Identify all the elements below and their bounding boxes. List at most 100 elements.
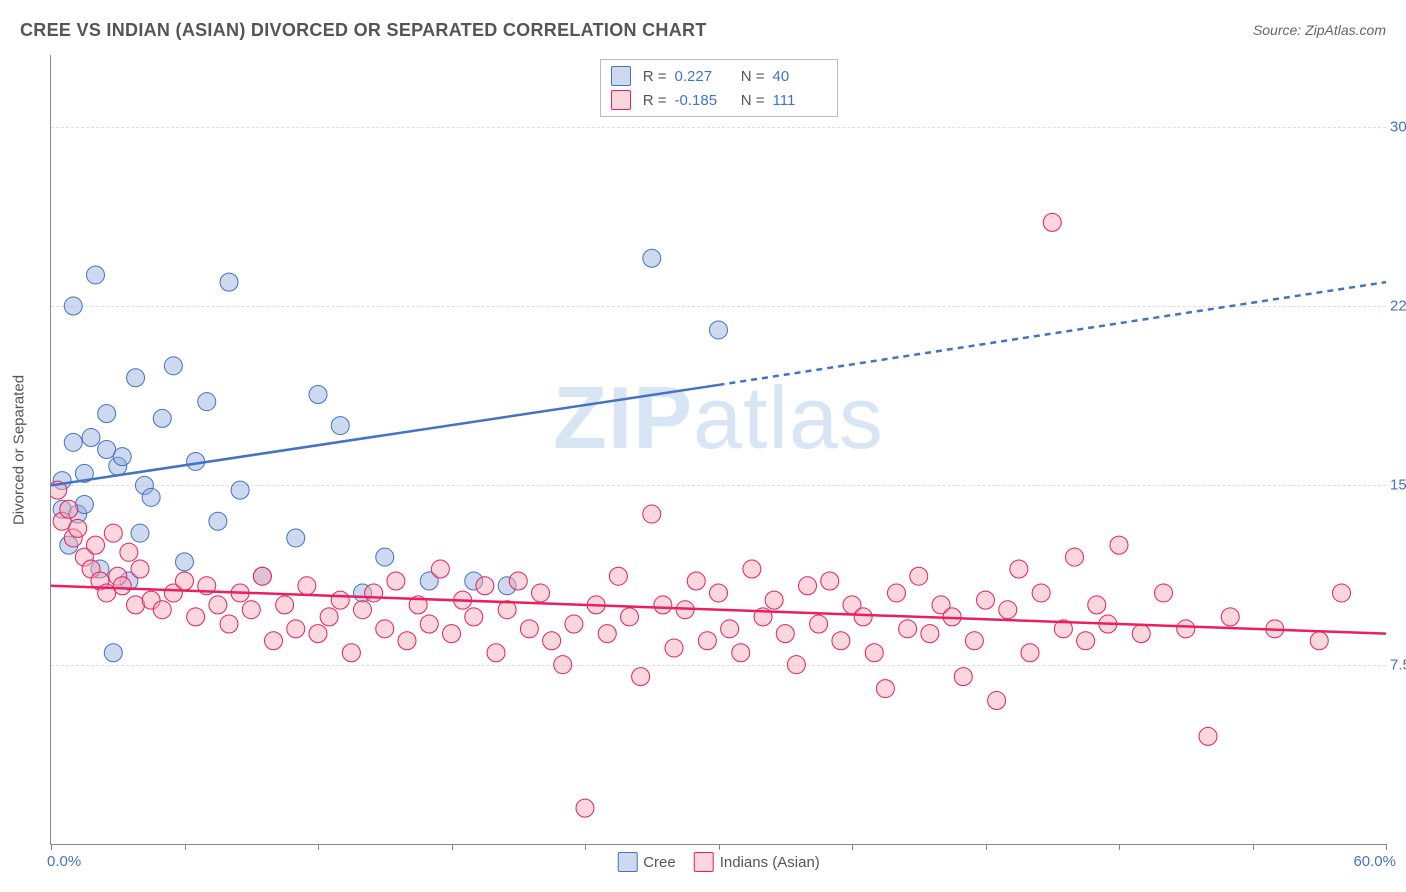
- data-point: [921, 625, 939, 643]
- r-value-indian: -0.185: [675, 92, 729, 109]
- data-point: [104, 524, 122, 542]
- x-tick: [318, 844, 319, 850]
- plot-svg: [51, 55, 1386, 844]
- x-tick: [986, 844, 987, 850]
- data-point: [60, 500, 78, 518]
- data-point: [576, 799, 594, 817]
- x-tick: [1119, 844, 1120, 850]
- data-point: [565, 615, 583, 633]
- data-point: [787, 656, 805, 674]
- data-point: [687, 572, 705, 590]
- legend-stats: R = 0.227 N = 40 R = -0.185 N = 111: [600, 59, 838, 117]
- r-label: R =: [639, 92, 667, 109]
- data-point: [153, 601, 171, 619]
- data-point: [320, 608, 338, 626]
- legend-swatch-indian-bottom: [694, 852, 714, 872]
- data-point: [876, 680, 894, 698]
- data-point: [1021, 644, 1039, 662]
- data-point: [69, 519, 87, 537]
- data-point: [954, 668, 972, 686]
- data-point: [242, 601, 260, 619]
- data-point: [710, 584, 728, 602]
- data-point: [342, 644, 360, 662]
- trend-line: [51, 385, 719, 485]
- data-point: [999, 601, 1017, 619]
- legend-swatch-cree-bottom: [617, 852, 637, 872]
- r-value-cree: 0.227: [675, 68, 729, 85]
- data-point: [1066, 548, 1084, 566]
- x-tick: [185, 844, 186, 850]
- data-point: [104, 644, 122, 662]
- data-point: [87, 266, 105, 284]
- data-point: [1110, 536, 1128, 554]
- data-point: [176, 572, 194, 590]
- data-point: [87, 536, 105, 554]
- data-point: [476, 577, 494, 595]
- n-label: N =: [737, 92, 765, 109]
- x-tick: [852, 844, 853, 850]
- data-point: [131, 560, 149, 578]
- data-point: [153, 409, 171, 427]
- n-value-indian: 111: [773, 92, 827, 109]
- data-point: [598, 625, 616, 643]
- data-point: [82, 429, 100, 447]
- data-point: [309, 625, 327, 643]
- data-point: [832, 632, 850, 650]
- data-point: [331, 591, 349, 609]
- data-point: [977, 591, 995, 609]
- data-point: [988, 692, 1006, 710]
- chart-title: CREE VS INDIAN (ASIAN) DIVORCED OR SEPAR…: [20, 20, 707, 41]
- data-point: [1132, 625, 1150, 643]
- data-point: [1221, 608, 1239, 626]
- data-point: [665, 639, 683, 657]
- data-point: [443, 625, 461, 643]
- legend-stats-row-2: R = -0.185 N = 111: [611, 88, 827, 112]
- data-point: [621, 608, 639, 626]
- data-point: [520, 620, 538, 638]
- data-point: [98, 405, 116, 423]
- data-point: [465, 608, 483, 626]
- data-point: [487, 644, 505, 662]
- y-axis-title: Divorced or Separated: [11, 374, 28, 524]
- data-point: [643, 505, 661, 523]
- data-point: [376, 548, 394, 566]
- data-point: [209, 596, 227, 614]
- chart-container: CREE VS INDIAN (ASIAN) DIVORCED OR SEPAR…: [0, 0, 1406, 892]
- data-point: [287, 529, 305, 547]
- data-point: [231, 481, 249, 499]
- data-point: [799, 577, 817, 595]
- data-point: [554, 656, 572, 674]
- data-point: [776, 625, 794, 643]
- data-point: [164, 357, 182, 375]
- x-axis-max-label: 60.0%: [1353, 853, 1396, 870]
- data-point: [127, 369, 145, 387]
- data-point: [253, 567, 271, 585]
- trend-line-dashed: [719, 282, 1387, 385]
- data-point: [64, 297, 82, 315]
- data-point: [743, 560, 761, 578]
- data-point: [387, 572, 405, 590]
- data-point: [431, 560, 449, 578]
- data-point: [120, 543, 138, 561]
- data-point: [142, 488, 160, 506]
- data-point: [64, 433, 82, 451]
- data-point: [1177, 620, 1195, 638]
- data-point: [1043, 213, 1061, 231]
- data-point: [354, 601, 372, 619]
- data-point: [1032, 584, 1050, 602]
- data-point: [643, 249, 661, 267]
- data-point: [532, 584, 550, 602]
- data-point: [209, 512, 227, 530]
- data-point: [509, 572, 527, 590]
- x-tick: [51, 844, 52, 850]
- data-point: [287, 620, 305, 638]
- legend-stats-row-1: R = 0.227 N = 40: [611, 64, 827, 88]
- data-point: [420, 615, 438, 633]
- data-point: [220, 615, 238, 633]
- data-point: [1333, 584, 1351, 602]
- data-point: [398, 632, 416, 650]
- data-point: [865, 644, 883, 662]
- data-point: [888, 584, 906, 602]
- data-point: [710, 321, 728, 339]
- legend-series: Cree Indians (Asian): [617, 852, 820, 872]
